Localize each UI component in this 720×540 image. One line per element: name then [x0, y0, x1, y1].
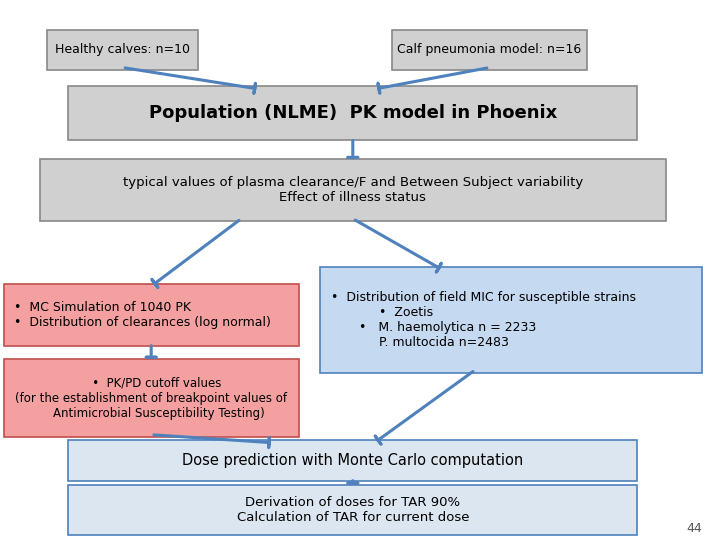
Text: Population (NLME)  PK model in Phoenix: Population (NLME) PK model in Phoenix [148, 104, 557, 123]
FancyBboxPatch shape [68, 440, 637, 481]
Text: •  MC Simulation of 1040 PK
•  Distribution of clearances (log normal): • MC Simulation of 1040 PK • Distributio… [14, 301, 271, 328]
FancyBboxPatch shape [4, 359, 299, 437]
Text: •  PK/PD cutoff values
(for the establishment of breakpoint values of
    Antimi: • PK/PD cutoff values (for the establish… [15, 377, 287, 420]
Text: 44: 44 [686, 522, 702, 535]
Text: Derivation of doses for TAR 90%
Calculation of TAR for current dose: Derivation of doses for TAR 90% Calculat… [237, 496, 469, 524]
FancyBboxPatch shape [68, 485, 637, 535]
FancyBboxPatch shape [4, 284, 299, 346]
FancyBboxPatch shape [47, 30, 198, 70]
FancyBboxPatch shape [392, 30, 587, 70]
FancyBboxPatch shape [40, 159, 666, 221]
Text: typical values of plasma clearance/F and Between Subject variability
Effect of i: typical values of plasma clearance/F and… [122, 177, 583, 204]
FancyBboxPatch shape [320, 267, 702, 373]
Text: Healthy calves: n=10: Healthy calves: n=10 [55, 43, 190, 57]
Text: Calf pneumonia model: n=16: Calf pneumonia model: n=16 [397, 43, 582, 57]
Text: Dose prediction with Monte Carlo computation: Dose prediction with Monte Carlo computa… [182, 453, 523, 468]
Text: •  Distribution of field MIC for susceptible strains
            •  Zoetis
     : • Distribution of field MIC for suscepti… [331, 291, 636, 349]
FancyBboxPatch shape [68, 86, 637, 140]
